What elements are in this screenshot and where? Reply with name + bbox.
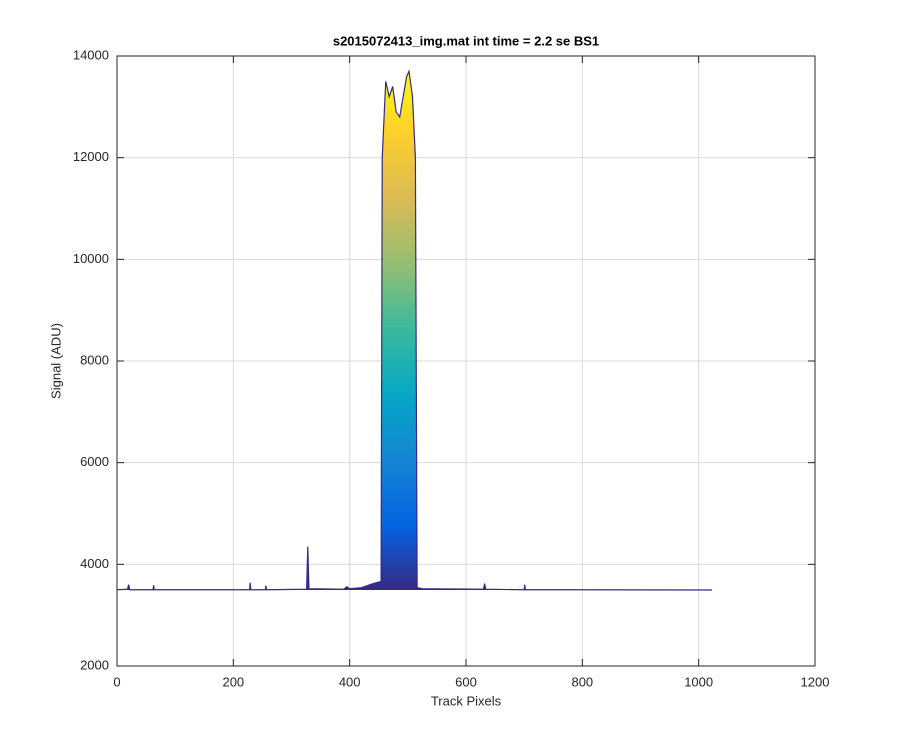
- x-axis-label: Track Pixels: [431, 693, 502, 708]
- y-tick-label: 4000: [80, 556, 109, 571]
- area-fill: [117, 71, 713, 591]
- y-tick-label: 10000: [73, 251, 109, 266]
- x-tick-label: 200: [222, 674, 244, 689]
- x-tick-label: 1000: [684, 674, 713, 689]
- x-tick-label: 400: [339, 674, 361, 689]
- y-axis-label: Signal (ADU): [48, 323, 63, 399]
- y-tick-label: 6000: [80, 454, 109, 469]
- y-tick-label: 2000: [80, 657, 109, 672]
- x-tick-label: 1200: [801, 674, 830, 689]
- signal-line: [116, 69, 713, 591]
- y-tick-label: 14000: [73, 47, 109, 62]
- chart-title: s2015072413_img.mat int time = 2.2 se BS…: [333, 33, 599, 48]
- y-tick-label: 8000: [80, 352, 109, 367]
- x-tick-label: 800: [571, 674, 593, 689]
- y-tick-label: 12000: [73, 149, 109, 164]
- x-tick-label: 600: [455, 674, 477, 689]
- x-tick-label: 0: [113, 674, 120, 689]
